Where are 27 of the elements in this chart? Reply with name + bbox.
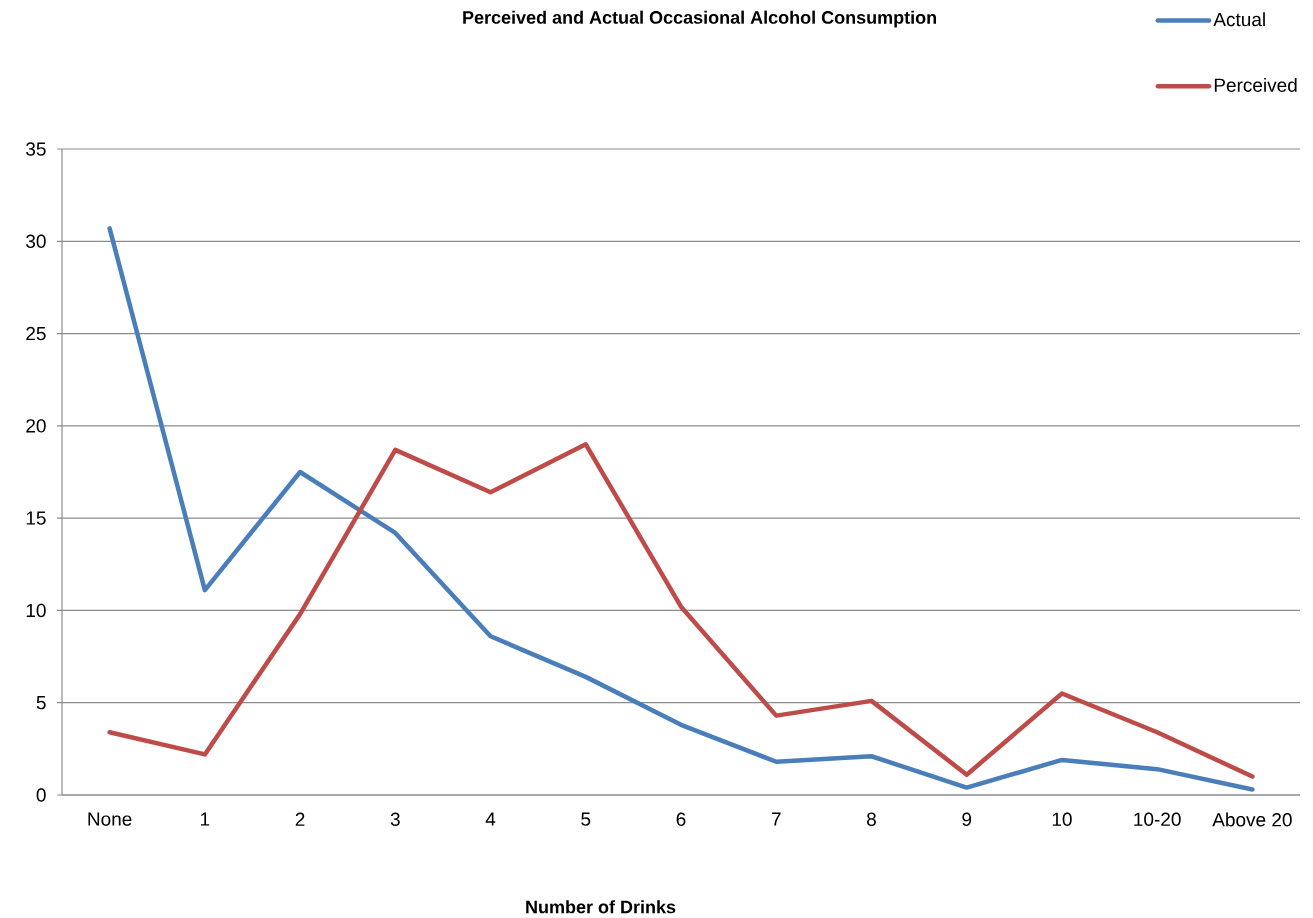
- y-tick-label: 35: [26, 142, 46, 156]
- x-tick-label: 8: [867, 812, 876, 826]
- y-tick-label: 25: [26, 326, 46, 341]
- x-axis-title: Number of Drinks: [526, 900, 676, 914]
- y-tick-label: 0: [36, 788, 46, 802]
- x-tick-label: 7: [771, 812, 781, 826]
- x-tick-label: 5: [581, 812, 591, 826]
- x-tick-label: 4: [485, 812, 496, 826]
- x-tick-label: 10-20: [1134, 812, 1181, 826]
- y-tick-label: 10: [26, 603, 46, 618]
- y-tick-label: 5: [36, 696, 46, 710]
- x-tick-label: 2: [295, 812, 305, 826]
- y-tick-label: 15: [26, 511, 46, 525]
- x-tick-label: 3: [390, 812, 400, 826]
- legend-label: Actual: [1213, 12, 1265, 27]
- y-tick-label: 30: [26, 234, 46, 249]
- legend-label: Perceived: [1214, 77, 1297, 92]
- y-tick-label: 20: [26, 419, 46, 433]
- x-tick-label: 10: [1052, 812, 1072, 826]
- x-tick-label: Above 20: [1212, 812, 1292, 827]
- x-tick-label: 1: [201, 812, 210, 826]
- chart-title: Perceived and Actual Occasional Alcohol Consumption: [463, 10, 937, 28]
- line-series: [107, 226, 1255, 792]
- line-series: [107, 442, 1255, 779]
- x-tick-label: None: [88, 812, 132, 826]
- x-tick-label: 6: [676, 812, 686, 826]
- x-tick-label: 9: [962, 812, 972, 826]
